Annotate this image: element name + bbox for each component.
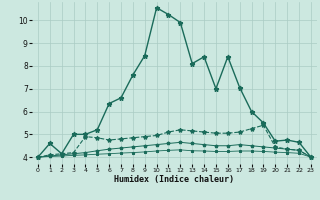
X-axis label: Humidex (Indice chaleur): Humidex (Indice chaleur): [115, 175, 234, 184]
